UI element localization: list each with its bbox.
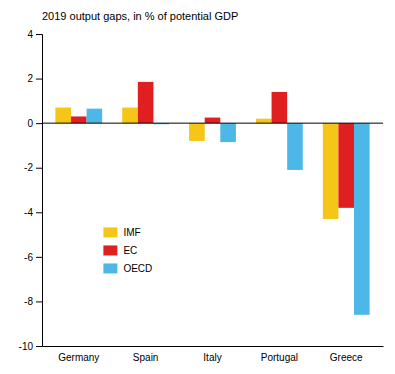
- y-tick: -8: [24, 296, 42, 307]
- bar: [220, 123, 236, 142]
- y-axis-line: [36, 35, 43, 347]
- x-tick-label: Portugal: [261, 352, 298, 363]
- x-tick: Spain: [133, 352, 159, 363]
- bar: [354, 123, 370, 315]
- y-tick-mark: [36, 212, 42, 213]
- plot: -10-8-6-4-2024GermanySpainItalyPortugalG…: [19, 29, 384, 363]
- chart: -10-8-6-4-2024GermanySpainItalyPortugalG…: [0, 0, 395, 374]
- bar: [189, 123, 205, 141]
- legend-label: EC: [123, 245, 137, 256]
- y-tick: -6: [24, 252, 42, 263]
- legend-item: EC: [103, 245, 137, 256]
- y-tick: -10: [19, 341, 42, 352]
- bar: [272, 92, 288, 123]
- y-tick-mark: [36, 257, 42, 258]
- bar: [256, 119, 272, 123]
- legend-label: OECD: [123, 263, 152, 274]
- y-tick-mark: [36, 79, 42, 80]
- x-tick: Portugal: [261, 352, 298, 363]
- y-tick-label: 4: [27, 29, 33, 40]
- bar: [338, 123, 354, 208]
- y-tick-label: -8: [24, 296, 33, 307]
- legend-swatch: [103, 245, 117, 255]
- y-tick-label: -2: [24, 162, 33, 173]
- y-tick-mark: [36, 168, 42, 169]
- bar: [138, 82, 154, 123]
- y-tick: -4: [24, 207, 42, 218]
- x-axis: Germany Spain Italy Portugal Greece: [43, 347, 384, 364]
- x-tick-label: Greece: [330, 352, 363, 363]
- y-tick-mark: [36, 34, 42, 35]
- y-tick: -2: [24, 162, 42, 173]
- y-axis: -10 -8 -6 -4 -2 0 2 4: [19, 29, 43, 352]
- bar: [205, 118, 221, 124]
- legend-item: OECD: [103, 263, 152, 274]
- bar: [55, 108, 71, 124]
- bar: [323, 123, 339, 219]
- legend-swatch: [103, 227, 117, 237]
- bar: [287, 123, 303, 170]
- y-tick: 4: [27, 29, 42, 40]
- bar: [122, 108, 138, 124]
- y-tick-mark: [36, 123, 42, 124]
- y-tick-label: -10: [19, 341, 34, 352]
- y-tick-label: -4: [24, 207, 33, 218]
- legend-label: IMF: [123, 227, 140, 238]
- y-tick-mark: [36, 301, 42, 302]
- legend: IMF EC OECD: [103, 227, 152, 274]
- y-tick-label: 0: [27, 118, 33, 129]
- y-tick-label: 2: [27, 73, 33, 84]
- legend-swatch: [103, 263, 117, 273]
- x-axis-line: [43, 346, 384, 347]
- legend-item: IMF: [103, 227, 140, 238]
- x-tick-label: Spain: [133, 352, 159, 363]
- y-tick: 0: [27, 118, 42, 129]
- x-tick: Germany: [58, 352, 99, 363]
- zero-line: [42, 123, 383, 124]
- x-tick-label: Italy: [203, 352, 221, 363]
- bar: [87, 109, 103, 123]
- x-tick-label: Germany: [58, 352, 99, 363]
- bar: [71, 116, 87, 123]
- y-tick-mark: [36, 346, 42, 347]
- y-tick-label: -6: [24, 252, 33, 263]
- x-tick: Greece: [330, 352, 363, 363]
- x-tick: Italy: [203, 352, 221, 363]
- bars: [55, 82, 369, 315]
- title: 2019 output gaps, in % of potential GDP: [42, 10, 238, 22]
- y-tick: 2: [27, 73, 42, 84]
